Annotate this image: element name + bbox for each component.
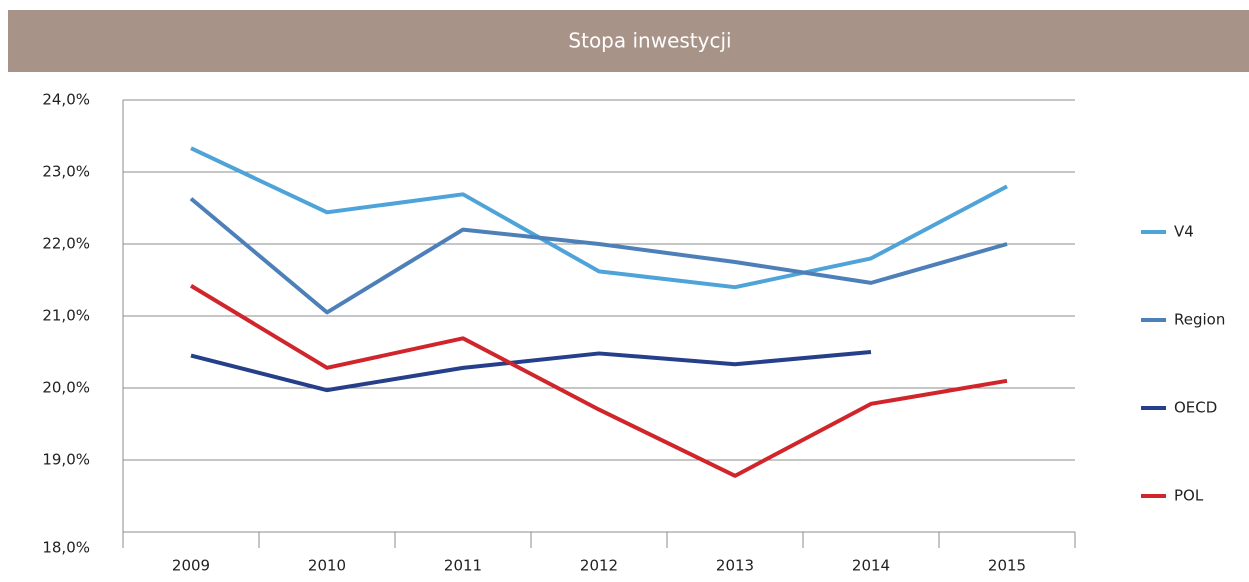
y-tick-label: 23,0% bbox=[42, 163, 90, 181]
series-line bbox=[190, 146, 1008, 290]
y-tick-label: 24,0% bbox=[42, 91, 90, 109]
series-line bbox=[189, 197, 1008, 315]
x-tick-label: 2011 bbox=[444, 557, 482, 575]
y-tick-label: 18,0% bbox=[42, 539, 90, 557]
chart-title: Stopa inwestycji bbox=[568, 29, 731, 53]
y-tick-label: 19,0% bbox=[42, 451, 90, 469]
x-tick-label: 2015 bbox=[988, 557, 1026, 575]
x-tick-label: 2010 bbox=[308, 557, 346, 575]
y-tick-label: 21,0% bbox=[42, 307, 90, 325]
x-tick-label: 2014 bbox=[852, 557, 890, 575]
legend-label: OECD bbox=[1174, 399, 1217, 417]
series-line bbox=[189, 284, 1008, 478]
series-line bbox=[190, 350, 872, 393]
x-tick-label: 2012 bbox=[580, 557, 618, 575]
y-tick-label: 22,0% bbox=[42, 235, 90, 253]
legend-label: POL bbox=[1174, 487, 1204, 505]
title-bar bbox=[8, 10, 1249, 72]
x-tick-label: 2009 bbox=[172, 557, 210, 575]
legend-label: V4 bbox=[1174, 223, 1194, 241]
legend-label: Region bbox=[1174, 311, 1225, 329]
y-tick-label: 20,0% bbox=[42, 379, 90, 397]
x-tick-label: 2013 bbox=[716, 557, 754, 575]
